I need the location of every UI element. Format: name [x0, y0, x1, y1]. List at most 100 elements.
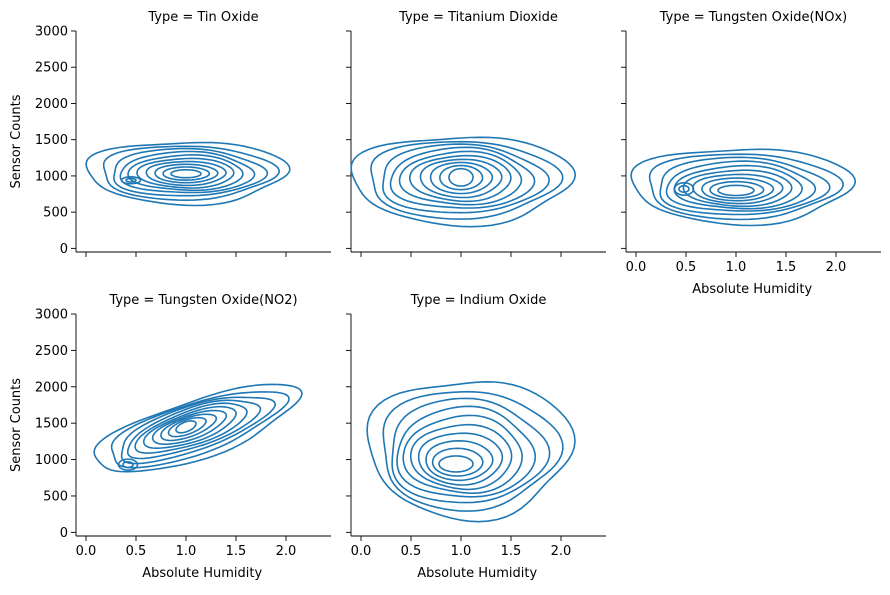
density-peak-contour — [117, 458, 139, 472]
x-tick-label: 2.0 — [551, 544, 572, 559]
y-tick-label: 2500 — [35, 61, 68, 76]
density-peak-contour — [120, 176, 142, 185]
panel-title: Type = Tin Oxide — [147, 10, 258, 25]
density-contour — [154, 163, 219, 184]
x-tick-label: 0.0 — [626, 260, 647, 275]
density-contour — [717, 184, 755, 197]
y-axis-label: Sensor Counts — [9, 94, 24, 188]
y-tick-label: 1500 — [35, 417, 68, 432]
density-contour — [448, 167, 474, 187]
x-tick-label: 1.0 — [176, 544, 197, 559]
density-contour — [85, 141, 291, 207]
x-tick-label: 2.0 — [826, 260, 847, 275]
density-contour — [417, 432, 504, 486]
y-tick-label: 500 — [43, 206, 68, 221]
density-contour — [366, 381, 576, 523]
x-tick-label: 1.5 — [226, 544, 247, 559]
density-contour — [431, 447, 484, 477]
x-tick-label: 0.5 — [126, 544, 147, 559]
x-axis-label: Absolute Humidity — [692, 282, 812, 297]
density-contour — [167, 416, 207, 438]
density-contour — [151, 409, 228, 445]
y-tick-label: 3000 — [35, 25, 68, 40]
density-contour — [145, 160, 227, 187]
density-contour — [102, 145, 280, 201]
panel-title: Type = Tungsten Oxide(NO2) — [108, 293, 297, 308]
y-tick-label: 1000 — [35, 169, 68, 184]
density-peak-contour — [122, 460, 134, 469]
x-tick-label: 0.0 — [76, 544, 97, 559]
density-contour — [425, 440, 494, 482]
x-tick-label: 2.0 — [276, 544, 297, 559]
density-contour — [409, 423, 513, 491]
density-contour — [429, 161, 494, 195]
y-tick-label: 2000 — [35, 97, 68, 112]
density-contour — [382, 390, 564, 512]
density-contour — [396, 405, 537, 498]
y-tick-label: 500 — [43, 489, 68, 504]
facet-panel-5: Type = Indium Oxide 0.0 0.5 1.0 1.5 2.0 Absolu… — [346, 293, 606, 581]
x-tick-label: 1.0 — [451, 544, 472, 559]
density-contour — [134, 402, 248, 454]
density-contour — [439, 164, 484, 191]
facet-panel-2: Type = Titanium Dioxide — [346, 10, 606, 257]
y-tick-label: 3000 — [35, 308, 68, 323]
y-tick-label: 2000 — [35, 380, 68, 395]
y-tick-label: 0 — [60, 526, 68, 541]
panel-title: Type = Tungsten Oxide(NOx) — [659, 10, 848, 25]
density-peak-contour — [673, 181, 695, 196]
density-contour — [398, 150, 523, 206]
density-contour — [409, 154, 512, 203]
density-contour — [682, 169, 793, 208]
density-contour — [648, 153, 844, 221]
density-contour — [701, 177, 775, 202]
density-contour — [160, 413, 218, 442]
density-contour — [391, 397, 551, 504]
density-contour — [110, 391, 290, 469]
density-contour — [175, 420, 197, 434]
x-tick-label: 0.0 — [351, 544, 372, 559]
density-contour — [402, 414, 523, 494]
facet-panel-3: Type = Tungsten Oxide(NOx) 0.0 0.5 1.0 1.5 2.… — [621, 10, 881, 297]
y-tick-label: 0 — [60, 242, 68, 257]
x-tick-label: 1.5 — [776, 260, 797, 275]
panel-title: Type = Titanium Dioxide — [398, 10, 558, 25]
density-contour — [136, 157, 235, 189]
density-contour — [126, 399, 262, 460]
density-contour — [120, 396, 276, 465]
facet-panel-4: Type = Tungsten Oxide(NO2) 0 500 1000 1500 20… — [9, 293, 331, 581]
density-contour — [419, 158, 503, 199]
x-axis-label: Absolute Humidity — [142, 566, 262, 581]
facet-panel-1: Type = Tin Oxide 0 500 1000 1500 2000 2500 3000… — [9, 10, 331, 257]
density-contour — [389, 146, 536, 209]
density-contour — [630, 148, 857, 227]
density-peak-contour — [678, 184, 690, 194]
density-contour — [93, 383, 303, 473]
density-contour — [709, 180, 765, 199]
panel-title: Type = Indium Oxide — [410, 293, 547, 308]
density-contour — [438, 455, 474, 473]
x-axis-label: Absolute Humidity — [417, 566, 537, 581]
x-tick-label: 0.5 — [676, 260, 697, 275]
density-contour — [127, 154, 244, 192]
density-contour — [170, 169, 202, 179]
y-tick-label: 1000 — [35, 453, 68, 468]
x-tick-label: 0.5 — [401, 544, 422, 559]
density-contour — [162, 166, 211, 181]
density-contour — [350, 136, 577, 228]
density-contour — [142, 405, 237, 449]
y-tick-label: 1500 — [35, 133, 68, 148]
x-tick-label: 1.0 — [726, 260, 747, 275]
density-contour — [659, 156, 831, 216]
density-contour — [382, 143, 550, 214]
density-contour — [113, 147, 269, 197]
y-tick-label: 2500 — [35, 344, 68, 359]
y-axis-label: Sensor Counts — [9, 378, 24, 472]
density-contour — [370, 140, 564, 220]
x-tick-label: 1.5 — [501, 544, 522, 559]
density-peak-contour — [125, 177, 137, 183]
density-contour — [665, 160, 817, 212]
density-contour — [119, 150, 256, 194]
